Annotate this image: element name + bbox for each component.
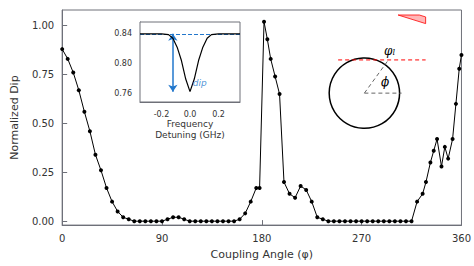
svg-text:Frequency: Frequency (167, 119, 214, 129)
svg-text:Normalized Dip: Normalized Dip (8, 75, 21, 159)
svg-text:1.00: 1.00 (32, 20, 54, 31)
svg-text:φₗ: φₗ (384, 44, 395, 58)
svg-text:270: 270 (352, 233, 371, 244)
svg-text:90: 90 (156, 233, 169, 244)
svg-text:0.80: 0.80 (114, 59, 132, 68)
svg-text:0.50: 0.50 (32, 118, 54, 129)
svg-text:Coupling Angle (φ): Coupling Angle (φ) (211, 248, 314, 261)
svg-text:-0.2: -0.2 (154, 110, 170, 119)
svg-text:0.84: 0.84 (114, 29, 132, 38)
svg-text:0.0: 0.0 (184, 110, 197, 119)
svg-text:360: 360 (452, 233, 471, 244)
svg-text:0.00: 0.00 (32, 216, 54, 227)
svg-text:0.25: 0.25 (32, 167, 54, 178)
svg-text:0.75: 0.75 (32, 69, 54, 80)
svg-text:0.2: 0.2 (212, 110, 225, 119)
svg-text:0: 0 (59, 233, 65, 244)
svg-text:Detuning (GHz): Detuning (GHz) (155, 130, 225, 140)
svg-text:dip: dip (193, 78, 207, 88)
svg-text:180: 180 (252, 233, 271, 244)
svg-text:ϕ: ϕ (381, 75, 389, 89)
svg-text:0.76: 0.76 (114, 89, 132, 98)
